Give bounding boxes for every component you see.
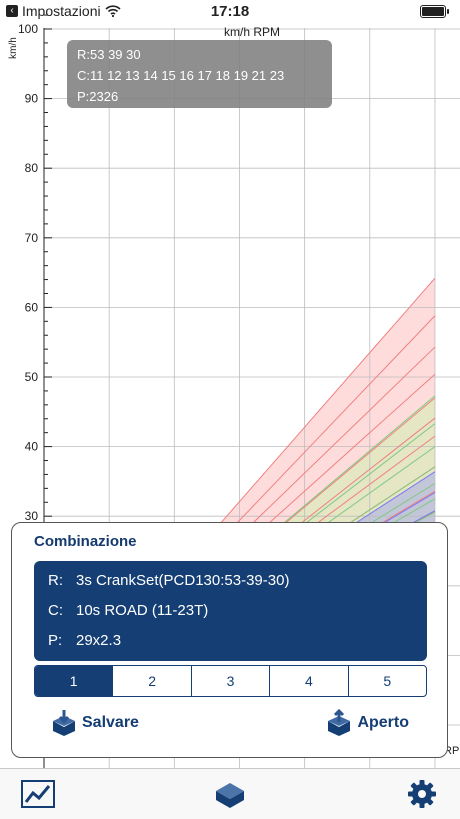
open-label: Aperto: [357, 714, 409, 731]
gear-info-overlay: R:53 39 30 C:11 12 13 14 15 16 17 18 19 …: [67, 40, 332, 108]
info-chainrings: R:53 39 30: [77, 47, 141, 62]
open-icon: [328, 709, 351, 736]
save-button[interactable]: Salvare: [50, 709, 139, 737]
cassette-row[interactable]: C: 10s ROAD (11-23T): [48, 599, 208, 623]
crankset-key: R:: [48, 572, 63, 589]
carrier-label[interactable]: Impostazioni: [22, 3, 101, 19]
battery-icon: [420, 5, 449, 18]
status-time: 17:18: [210, 3, 250, 20]
info-cogs: C:11 12 13 14 15 16 17 18 19 21 23: [77, 68, 285, 83]
info-wheel: P:2326: [77, 89, 119, 104]
y-tick-label: 60: [25, 300, 39, 314]
panel-title: Combinazione: [34, 533, 137, 550]
crankset-value: 3s CrankSet(PCD130:53-39-30): [76, 572, 290, 589]
cassette-key: C:: [48, 602, 63, 619]
save-icon: [53, 710, 75, 736]
tab-combination[interactable]: [212, 778, 248, 810]
tire-key: P:: [48, 632, 63, 649]
status-bar: ‹ Impostazioni 17:18: [0, 0, 460, 22]
y-tick-label: 100: [18, 22, 38, 36]
preset-segment-3[interactable]: 3: [190, 666, 269, 696]
cassette-value: 10s ROAD (11-23T): [76, 602, 209, 619]
line-chart-icon: [21, 780, 55, 808]
preset-segmented-control[interactable]: 1 2 3 4 5: [34, 665, 427, 697]
x-axis-label: RPM: [444, 745, 460, 757]
back-arrow-icon[interactable]: ‹: [6, 5, 18, 17]
preset-segment-1[interactable]: 1: [35, 666, 113, 696]
preset-segment-5[interactable]: 5: [347, 666, 426, 696]
tire-value: 29x2.3: [76, 632, 122, 649]
preset-segment-4[interactable]: 4: [269, 666, 347, 696]
wifi-icon: [105, 5, 121, 17]
y-tick-label: 30: [25, 509, 39, 523]
y-tick-label: 40: [25, 440, 39, 454]
tire-row[interactable]: P: 29x2.3: [48, 629, 121, 653]
y-tick-label: 50: [25, 370, 39, 384]
y-axis-label: km/h: [8, 37, 19, 59]
combination-card[interactable]: R: 3s CrankSet(PCD130:53-39-30) C: 10s ROA…: [34, 561, 427, 661]
y-tick-label: 90: [25, 92, 39, 106]
combination-panel: Combinazione R: 3s CrankSet(PCD130:53-39-…: [11, 522, 448, 758]
crankset-row[interactable]: R: 3s CrankSet(PCD130:53-39-30): [48, 569, 289, 593]
preset-segment-2[interactable]: 2: [112, 666, 190, 696]
save-label: Salvare: [82, 714, 139, 731]
gear-icon: [408, 780, 436, 808]
tab-settings[interactable]: [404, 778, 440, 810]
y-tick-label: 70: [25, 231, 39, 245]
tab-chart[interactable]: [20, 778, 56, 810]
chart-title: km/h RPM: [224, 25, 280, 39]
tab-bar: [0, 768, 460, 819]
box-icon: [216, 783, 244, 808]
y-tick-label: 80: [25, 161, 39, 175]
open-button[interactable]: Aperto: [325, 709, 409, 737]
